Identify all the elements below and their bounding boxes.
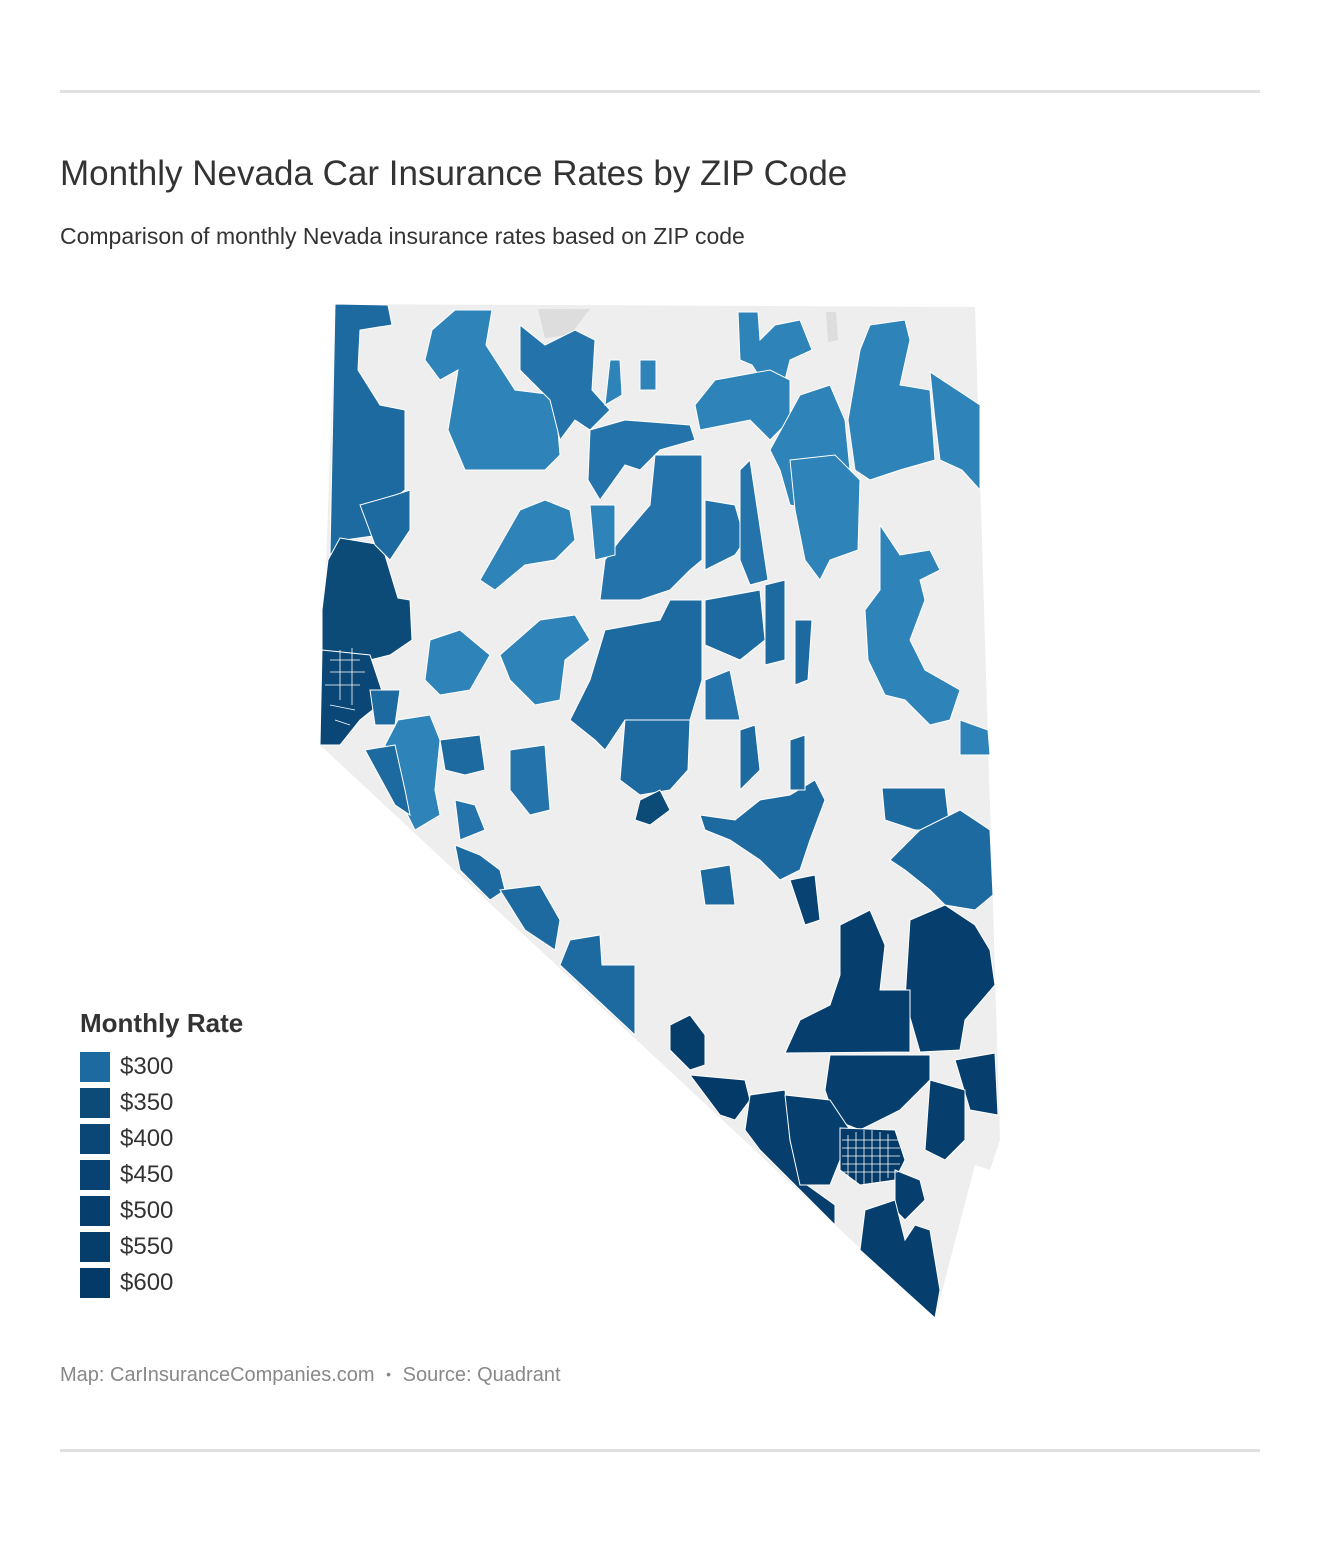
source-credit: Source: Quadrant bbox=[402, 1364, 561, 1386]
legend-swatch bbox=[80, 1232, 110, 1262]
chart-title: Monthly Nevada Car Insurance Rates by ZI… bbox=[60, 154, 848, 193]
zip-region-north-7[interactable] bbox=[694, 369, 791, 441]
zip-region-north-1[interactable] bbox=[424, 309, 561, 471]
zip-region-west-mid-3[interactable] bbox=[424, 629, 491, 696]
zip-region-east-edge[interactable] bbox=[959, 719, 991, 756]
zip-region-west-mid-4[interactable] bbox=[499, 614, 591, 706]
legend-label: $600 bbox=[120, 1269, 174, 1296]
zip-region-south-2[interactable] bbox=[688, 1074, 751, 1121]
zip-region-lincoln[interactable] bbox=[789, 874, 821, 926]
zip-region-southwest-3[interactable] bbox=[559, 934, 636, 1037]
zip-region-west-lower-4[interactable] bbox=[439, 734, 486, 776]
legend-title: Monthly Rate bbox=[80, 1008, 244, 1038]
legend-item: $550 bbox=[80, 1229, 340, 1265]
zip-region-north-5[interactable] bbox=[587, 419, 696, 501]
zip-region-central-4[interactable] bbox=[704, 589, 766, 661]
legend-item: $300 bbox=[80, 1049, 340, 1085]
zip-region-west-lower-5[interactable] bbox=[509, 744, 551, 816]
zip-region-central-2[interactable] bbox=[619, 719, 691, 796]
top-divider bbox=[60, 90, 1260, 93]
zip-region-west-mid-2[interactable] bbox=[589, 504, 616, 561]
zip-region-northeast-1[interactable] bbox=[847, 319, 936, 481]
las-vegas-grid bbox=[842, 1130, 900, 1184]
out-of-state-region bbox=[538, 309, 590, 338]
zip-region-south-6[interactable] bbox=[784, 1094, 851, 1186]
legend-swatch bbox=[80, 1124, 110, 1154]
footer-credits: Map: CarInsuranceCompanies.com • Source:… bbox=[60, 1364, 561, 1387]
legend-label: $350 bbox=[120, 1089, 174, 1116]
legend-item: $400 bbox=[80, 1121, 340, 1157]
zip-region-northeast-2[interactable] bbox=[929, 371, 981, 492]
zip-region-west-lower-3[interactable] bbox=[364, 744, 411, 817]
zip-region-south-tip[interactable] bbox=[859, 1199, 941, 1319]
zip-region-reno-area[interactable] bbox=[319, 649, 386, 746]
zip-region-central-6[interactable] bbox=[794, 619, 813, 686]
zip-region-west-lower-6[interactable] bbox=[454, 799, 486, 841]
legend-item: $600 bbox=[80, 1265, 340, 1301]
legend-label: $300 bbox=[120, 1053, 174, 1080]
reno-grid bbox=[325, 648, 365, 726]
zip-region-south-central-2[interactable] bbox=[739, 724, 761, 792]
zip-region-south-east-1[interactable] bbox=[904, 904, 996, 1053]
zip-region-south-4[interactable] bbox=[924, 1079, 966, 1161]
zip-region-central-north-1[interactable] bbox=[599, 454, 703, 601]
legend-item: $450 bbox=[80, 1157, 340, 1193]
zip-region-central-north-4[interactable] bbox=[789, 454, 861, 581]
zip-region-south-east-2[interactable] bbox=[784, 909, 911, 1054]
zip-region-north-4[interactable] bbox=[639, 359, 657, 391]
zip-region-south-central-3[interactable] bbox=[789, 734, 806, 791]
zip-region-central-north-3[interactable] bbox=[739, 458, 769, 586]
legend-label: $500 bbox=[120, 1197, 174, 1224]
legend-swatch bbox=[80, 1052, 110, 1082]
zip-region-central-5[interactable] bbox=[764, 579, 786, 666]
legend-label: $400 bbox=[120, 1125, 174, 1152]
zip-regions bbox=[319, 303, 999, 1319]
legend-item: $500 bbox=[80, 1193, 340, 1229]
zip-region-east-mid[interactable] bbox=[864, 523, 961, 726]
legend-item: $350 bbox=[80, 1085, 340, 1121]
zip-region-north-3[interactable] bbox=[604, 359, 623, 406]
zip-region-pyramid[interactable] bbox=[359, 489, 411, 561]
legend-swatch bbox=[80, 1088, 110, 1118]
bottom-divider bbox=[60, 1449, 1260, 1452]
nevada-zip-map[interactable] bbox=[300, 295, 1020, 1330]
chart-subtitle: Comparison of monthly Nevada insurance r… bbox=[60, 223, 745, 249]
zip-region-small-dark[interactable] bbox=[634, 789, 671, 826]
zip-region-south-central-1[interactable] bbox=[699, 779, 826, 881]
footer-separator: • bbox=[386, 1366, 392, 1382]
zip-region-south-central-4[interactable] bbox=[699, 864, 736, 906]
map-credit: Map: CarInsuranceCompanies.com bbox=[60, 1364, 375, 1386]
legend-label: $550 bbox=[120, 1233, 174, 1260]
lake-shape bbox=[826, 312, 838, 342]
zip-region-south-3[interactable] bbox=[824, 1054, 931, 1131]
legend-items: $300 $350 $400 $450 $500 $550 $600 bbox=[80, 1049, 340, 1301]
zip-region-west-lower-1[interactable] bbox=[369, 689, 401, 726]
zip-region-central-3[interactable] bbox=[704, 669, 741, 721]
zip-region-north-6[interactable] bbox=[737, 311, 813, 401]
zip-region-south-1[interactable] bbox=[669, 1014, 706, 1071]
legend-swatch bbox=[80, 1196, 110, 1226]
legend-swatch bbox=[80, 1160, 110, 1190]
zip-region-west-mid-1[interactable] bbox=[479, 499, 576, 591]
legend-swatch bbox=[80, 1268, 110, 1298]
map-legend: Monthly Rate $300 $350 $400 $450 $500 $550 $60… bbox=[80, 1008, 340, 1301]
zip-region-north-2[interactable] bbox=[519, 323, 611, 442]
legend-label: $450 bbox=[120, 1161, 174, 1188]
zip-region-southwest-2[interactable] bbox=[499, 884, 561, 951]
zip-region-east-lower-2[interactable] bbox=[889, 809, 994, 911]
